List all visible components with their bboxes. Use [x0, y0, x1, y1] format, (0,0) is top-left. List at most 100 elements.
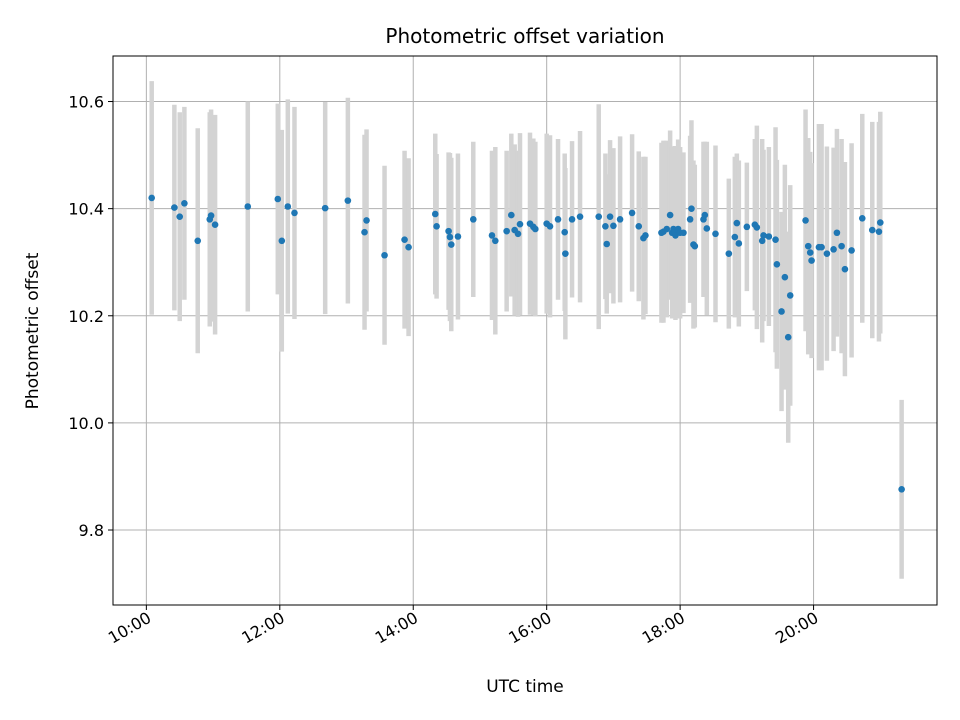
data-point — [703, 225, 711, 232]
data-point — [838, 242, 845, 250]
plot-frame — [112, 55, 938, 606]
data-point — [735, 240, 743, 247]
data-point — [433, 223, 440, 230]
data-point — [401, 236, 408, 244]
data-point — [786, 292, 794, 299]
data-point — [642, 232, 649, 239]
data-point — [488, 232, 496, 239]
data-point — [743, 223, 751, 231]
data-point — [568, 216, 576, 223]
data-point — [194, 237, 202, 245]
data-point — [516, 220, 524, 228]
data-point — [758, 237, 766, 245]
data-point — [628, 209, 636, 217]
data-point — [765, 233, 773, 240]
data-point — [469, 216, 477, 223]
data-point — [602, 223, 609, 230]
data-point — [492, 237, 499, 245]
data-point — [731, 233, 739, 241]
x-axis-label: UTC time — [486, 677, 564, 697]
data-point — [344, 197, 352, 204]
data-point — [554, 216, 562, 223]
data-point — [363, 217, 370, 224]
data-point — [207, 212, 215, 219]
y-tick-label: 9.8 — [79, 521, 104, 540]
chart-title: Photometric offset variation — [385, 24, 664, 48]
data-point — [503, 227, 510, 235]
y-tick-label: 10.4 — [68, 200, 104, 219]
data-point — [733, 219, 741, 227]
data-point — [171, 204, 178, 211]
data-point — [176, 213, 184, 220]
data-point — [760, 232, 767, 239]
data-point — [635, 223, 643, 230]
data-point — [848, 247, 855, 254]
data-point — [211, 221, 219, 229]
data-point — [806, 249, 814, 256]
y-tick-label: 10.0 — [68, 414, 104, 433]
data-point — [753, 224, 761, 231]
y-tick-label: 10.6 — [68, 93, 104, 112]
data-point — [405, 243, 412, 251]
data-point — [823, 250, 831, 257]
data-point — [688, 205, 695, 212]
data-point — [808, 257, 815, 264]
y-tick-label: 10.2 — [68, 307, 104, 326]
data-point — [181, 199, 188, 207]
data-point — [781, 273, 789, 281]
y-axis-ticks: 9.8 10.0 10.2 10.4 10.6 — [68, 93, 113, 540]
data-point — [576, 213, 584, 220]
data-point — [445, 227, 452, 235]
data-point — [446, 233, 454, 241]
data-point — [616, 216, 624, 223]
data-point — [830, 246, 837, 253]
data-point — [278, 237, 286, 245]
data-point — [603, 240, 611, 248]
data-point — [802, 217, 809, 224]
data-point — [361, 228, 368, 236]
data-point — [546, 223, 554, 230]
data-point — [725, 250, 733, 257]
data-point — [833, 229, 841, 237]
data-point — [701, 211, 709, 219]
data-point — [712, 230, 719, 238]
data-point — [606, 213, 614, 220]
data-point — [514, 230, 522, 238]
data-point — [663, 225, 671, 233]
data-point — [773, 261, 781, 268]
data-point — [244, 203, 252, 210]
data-point — [561, 228, 568, 236]
data-point — [532, 225, 539, 233]
data-point — [868, 226, 876, 234]
data-point — [274, 195, 282, 203]
data-point — [778, 308, 785, 315]
data-point — [321, 204, 329, 212]
data-point — [610, 222, 617, 230]
data-point — [818, 243, 825, 251]
data-point — [804, 242, 812, 250]
data-point — [875, 228, 883, 235]
data-point — [784, 333, 792, 341]
data-point — [508, 211, 515, 219]
data-points — [148, 194, 905, 493]
data-point — [595, 213, 603, 220]
data-point — [148, 194, 155, 202]
data-point — [562, 250, 569, 257]
data-point — [666, 211, 674, 219]
data-point — [284, 203, 292, 210]
data-point — [447, 241, 455, 248]
data-point — [858, 214, 866, 222]
data-point — [381, 251, 388, 259]
data-point — [772, 236, 779, 244]
data-point — [431, 210, 439, 218]
data-point — [454, 233, 462, 240]
data-point — [680, 229, 687, 237]
data-point — [876, 219, 884, 226]
data-point — [691, 242, 699, 250]
data-point — [841, 265, 849, 273]
y-axis-label: Photometric offset — [23, 252, 43, 409]
data-point — [686, 216, 694, 223]
data-point — [898, 486, 905, 493]
